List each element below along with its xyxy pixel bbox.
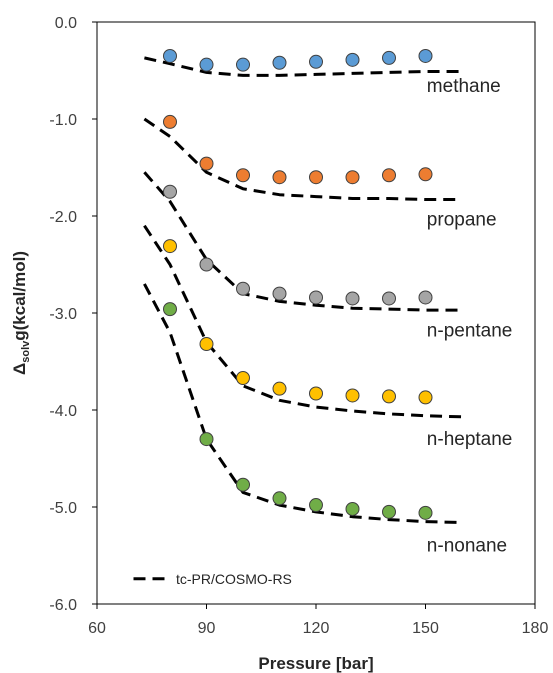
point-n-heptane bbox=[309, 386, 323, 401]
model-line-n-nonane bbox=[143, 283, 463, 524]
point-n-pentane bbox=[199, 257, 214, 272]
point-n-nonane bbox=[163, 302, 177, 317]
series-label-n-nonane: n-nonane bbox=[427, 536, 507, 557]
point-n-pentane bbox=[236, 281, 250, 296]
model-line-propane bbox=[143, 117, 462, 201]
y-tick-label: -5.0 bbox=[49, 500, 77, 517]
point-n-heptane bbox=[163, 239, 177, 254]
point-n-nonane bbox=[382, 504, 396, 519]
point-n-nonane bbox=[345, 501, 360, 516]
series-label-methane: methane bbox=[427, 76, 501, 97]
x-tick-label: 180 bbox=[522, 620, 549, 637]
x-tick-label: 150 bbox=[412, 620, 439, 637]
y-tick-label: -6.0 bbox=[49, 597, 77, 614]
series-label-n-heptane: n-heptane bbox=[427, 429, 513, 450]
point-propane bbox=[382, 168, 396, 183]
point-n-heptane bbox=[199, 337, 214, 352]
y-tick-label: -4.0 bbox=[49, 403, 77, 420]
point-n-pentane bbox=[345, 291, 360, 306]
model-line-methane bbox=[144, 56, 462, 77]
point-propane bbox=[309, 170, 323, 185]
point-n-nonane bbox=[272, 491, 287, 506]
point-n-pentane bbox=[309, 290, 323, 305]
y-tick-label: -3.0 bbox=[49, 306, 77, 323]
model-line-n-pentane bbox=[143, 171, 462, 312]
point-propane bbox=[199, 156, 214, 171]
point-n-pentane bbox=[418, 290, 433, 305]
point-propane bbox=[236, 168, 250, 183]
point-n-pentane bbox=[163, 184, 177, 199]
point-methane bbox=[272, 55, 287, 70]
point-n-heptane bbox=[418, 390, 433, 405]
y-axis-title-subscript: solv bbox=[20, 340, 32, 363]
y-tick-label: 0.0 bbox=[55, 15, 77, 32]
point-propane bbox=[418, 167, 433, 182]
point-n-nonane bbox=[199, 432, 214, 447]
legend: tc-PR/COSMO-RS bbox=[133, 571, 292, 587]
y-axis-title: Δsolvg(kcal/mol) bbox=[10, 251, 32, 375]
point-n-nonane bbox=[418, 505, 433, 520]
point-n-pentane bbox=[382, 291, 396, 306]
point-propane bbox=[345, 170, 360, 185]
point-methane bbox=[236, 57, 250, 72]
x-tick-label: 60 bbox=[88, 620, 106, 637]
y-axis-title-main: Δ bbox=[10, 363, 29, 375]
point-n-heptane bbox=[236, 370, 250, 385]
x-tick-label: 90 bbox=[198, 620, 216, 637]
x-tick-label: 120 bbox=[303, 620, 330, 637]
legend-label: tc-PR/COSMO-RS bbox=[176, 571, 292, 587]
plot-area-frame bbox=[96, 21, 536, 605]
point-n-heptane bbox=[345, 388, 360, 403]
model-line-n-heptane bbox=[143, 224, 463, 419]
y-tick-label: -2.0 bbox=[49, 209, 77, 226]
series-label-n-pentane: n-pentane bbox=[427, 320, 513, 341]
point-propane bbox=[272, 170, 287, 185]
x-axis-title: Pressure [bar] bbox=[258, 654, 373, 673]
point-n-nonane bbox=[309, 498, 323, 513]
y-axis-title-rest: g(kcal/mol) bbox=[10, 251, 29, 341]
point-methane bbox=[382, 50, 396, 65]
point-methane bbox=[345, 52, 360, 67]
y-tick-label: -1.0 bbox=[49, 112, 77, 129]
point-propane bbox=[163, 114, 177, 129]
point-n-heptane bbox=[382, 389, 396, 404]
point-n-nonane bbox=[236, 477, 250, 492]
point-methane bbox=[418, 48, 433, 63]
point-methane bbox=[199, 57, 214, 72]
point-n-heptane bbox=[272, 381, 287, 396]
point-n-pentane bbox=[272, 286, 287, 301]
point-methane bbox=[163, 48, 177, 63]
point-methane bbox=[309, 54, 323, 69]
series-label-propane: propane bbox=[427, 210, 497, 231]
